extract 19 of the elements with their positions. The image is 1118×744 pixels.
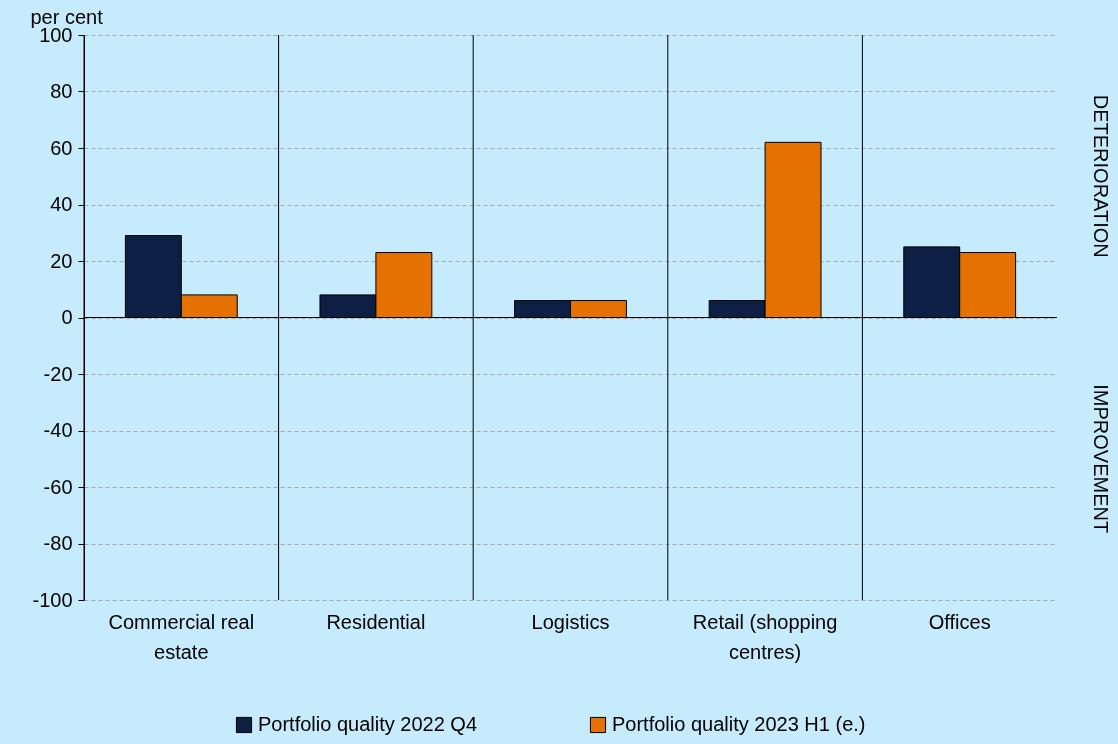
y-tick-label: -100 xyxy=(32,588,73,611)
y-tick-label: 0 xyxy=(61,306,73,328)
text: DETERIORATION xyxy=(1090,94,1112,258)
y-tick-label: 40 xyxy=(50,193,73,215)
y-tick-label: -80 xyxy=(43,532,73,554)
y-tick-label: 20 xyxy=(50,249,73,272)
y-tick-label: -60 xyxy=(43,475,73,498)
y-tick-label: 60 xyxy=(50,136,73,159)
x-tick-label: Offices xyxy=(928,610,991,633)
y-tick-label: -20 xyxy=(43,362,73,385)
x-tick-label: Logistics xyxy=(531,610,610,633)
y-tick-label: 80 xyxy=(50,80,73,102)
legend-label: Portfolio quality 2023 H1 (e.) xyxy=(612,713,866,735)
x-tick-label: Commercial real estate xyxy=(108,610,255,663)
y-tick-label: -40 xyxy=(43,419,73,441)
x-tick-label: Retail (shopping centres) xyxy=(692,610,838,663)
text: IMPROVEMENT xyxy=(1090,384,1112,534)
legend-label: Portfolio quality 2022 Q4 xyxy=(258,713,478,735)
x-tick-label: Residential xyxy=(326,610,426,633)
